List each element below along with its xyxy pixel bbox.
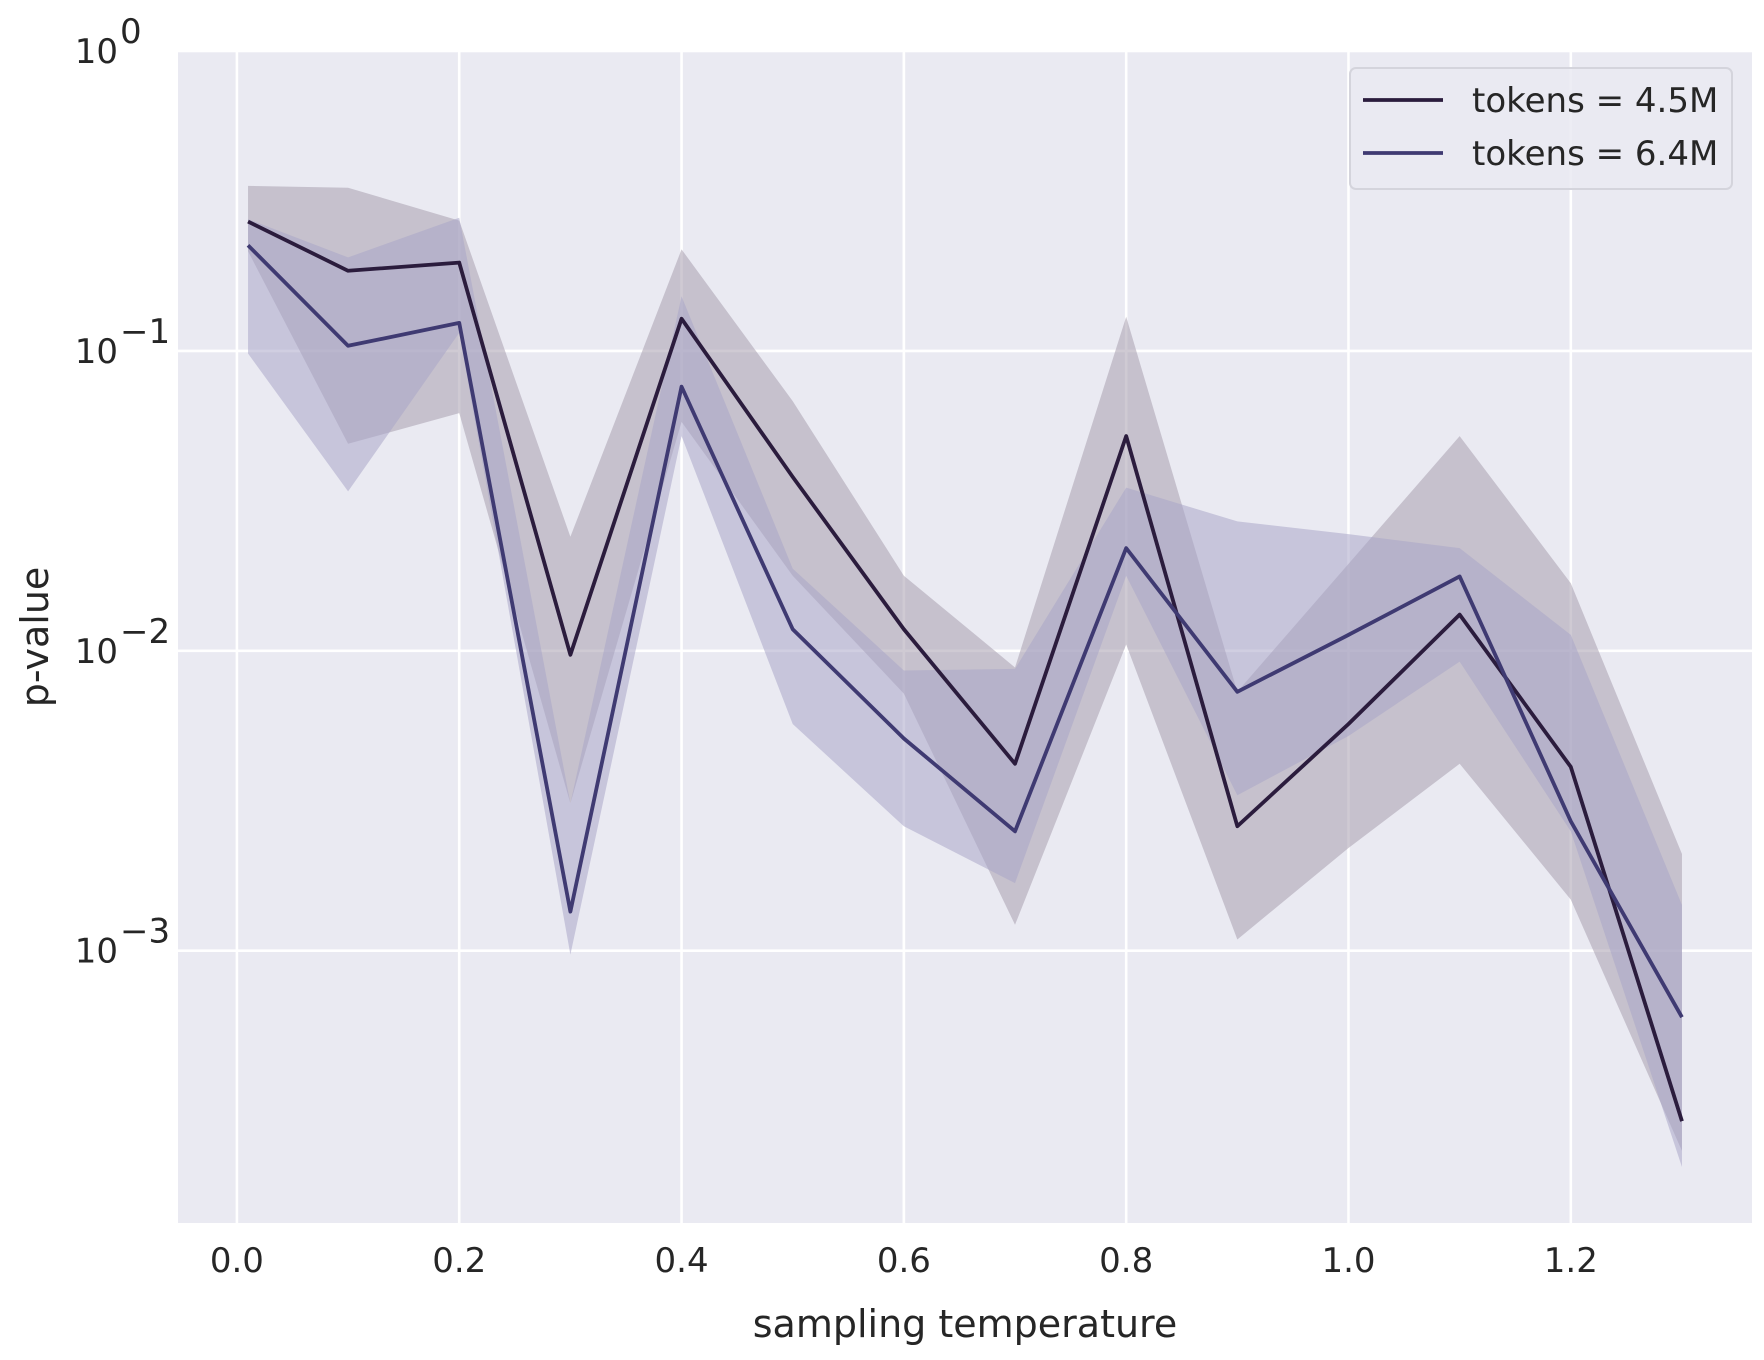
legend: tokens = 4.5M tokens = 6.4M <box>1349 67 1733 190</box>
y-tick-label-2: 10 −1 <box>75 312 170 372</box>
y-tick-label-1: 10 −2 <box>75 612 170 672</box>
y-tick-exponent: −3 <box>120 912 170 952</box>
y-tick-base: 10 <box>75 332 118 372</box>
y-tick-label-3: 10 0 <box>75 12 142 72</box>
y-axis-label: p-value <box>13 567 57 708</box>
legend-box <box>1349 67 1733 190</box>
x-tick-label-0: 0.0 <box>210 1241 264 1281</box>
x-tick-label-2: 0.4 <box>655 1241 709 1281</box>
band-series-1 <box>248 217 1682 1167</box>
x-axis-ticks: 0.0 0.2 0.4 0.6 0.8 1.0 1.2 <box>210 1241 1598 1281</box>
x-tick-label-4: 0.8 <box>1099 1241 1153 1281</box>
x-tick-label-3: 0.6 <box>877 1241 931 1281</box>
y-tick-label-0: 10 −3 <box>75 912 170 972</box>
line-series-1 <box>246 243 1684 1019</box>
legend-entry-0: tokens = 4.5M <box>1472 81 1718 121</box>
y-tick-exponent: −1 <box>120 312 170 352</box>
x-tick-label-5: 1.0 <box>1321 1241 1375 1281</box>
confidence-bands <box>248 185 1682 1167</box>
band-series-0 <box>248 185 1682 1151</box>
y-tick-exponent: 0 <box>120 12 142 52</box>
grid <box>178 49 1752 1223</box>
x-axis-label: sampling temperature <box>753 1302 1177 1346</box>
y-tick-exponent: −2 <box>120 612 170 652</box>
x-tick-label-1: 0.2 <box>432 1241 486 1281</box>
y-tick-base: 10 <box>75 32 118 72</box>
line-series-0 <box>247 219 1684 1122</box>
series-lines <box>246 219 1684 1122</box>
y-tick-base: 10 <box>75 632 118 672</box>
x-tick-label-6: 1.2 <box>1544 1241 1598 1281</box>
y-tick-base: 10 <box>75 932 118 972</box>
legend-entry-1: tokens = 6.4M <box>1472 134 1718 174</box>
